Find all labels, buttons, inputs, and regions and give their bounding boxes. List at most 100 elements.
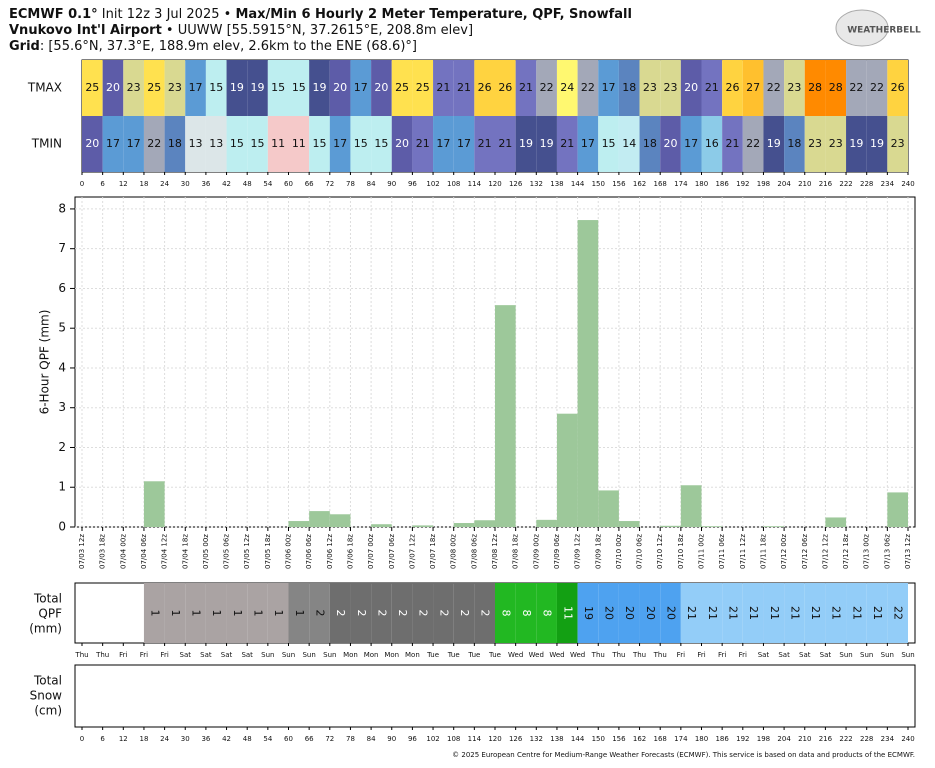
temp-value: 17 [602,81,616,94]
total-qpf-cell [887,583,908,643]
temp-cell [660,116,681,172]
hour-tick-label: 126 [509,735,523,743]
temp-cell [82,116,103,172]
total-qpf-value: 21 [809,606,822,620]
temp-cell [598,116,619,172]
temp-value: 23 [829,137,843,150]
day-label: Sat [221,651,233,659]
bar [495,305,516,527]
day-label: Sat [180,651,192,659]
total-qpf-label: QPF [38,607,62,621]
temp-value: 11 [271,137,285,150]
day-label: Fri [140,651,148,659]
total-qpf-value: 2 [355,610,368,617]
x-tick-label: 07/07 00z [367,534,375,569]
temp-value: 21 [436,81,450,94]
bar [329,514,351,527]
hour-tick-label: 150 [592,735,605,743]
total-qpf-cell [804,583,826,643]
hour-tick-label: 198 [757,735,770,743]
temp-value: 26 [725,81,739,94]
x-tick-label: 07/09 00z [532,534,540,569]
y-tick-label: 2 [58,440,66,454]
bar [680,485,702,527]
temp-cell [660,60,681,116]
hour-tick-label: 102 [426,735,439,743]
total-qpf-value: 2 [437,610,450,617]
temp-value: 20 [333,81,347,94]
temp-cell [556,116,578,172]
total-qpf-value: 21 [747,606,760,620]
temp-value: 20 [684,81,698,94]
total-qpf-value: 1 [210,610,223,617]
total-qpf-value: 21 [685,606,698,620]
hour-tick-label: 120 [488,180,501,188]
hour-tick-label: 156 [612,180,626,188]
temp-value: 11 [292,137,306,150]
temp-cell [164,60,186,116]
temp-value: 22 [767,81,781,94]
hour-tick-label: 18 [139,180,148,188]
temp-cell [784,60,805,116]
hour-tick-label: 48 [243,735,252,743]
hour-tick-label: 90 [387,180,396,188]
temp-cell [495,116,516,172]
hour-tick-label: 66 [305,180,314,188]
day-label: Thu [632,651,646,659]
temp-value: 26 [478,81,492,94]
bar [453,523,475,527]
hour-tick-label: 204 [777,735,791,743]
temp-cell [618,116,640,172]
hour-tick-label: 72 [325,735,334,743]
product: Max/Min 6 Hourly 2 Meter Temperature, QP… [235,7,632,22]
x-tick-label: 07/04 06z [140,534,148,569]
total-qpf-value: 1 [190,610,203,617]
temp-value: 21 [478,137,492,150]
total-qpf-cell [866,583,888,643]
temp-cell [82,60,103,116]
day-label: Fri [160,651,168,659]
bar [577,220,599,527]
temp-cell [515,116,537,172]
hour-tick-label: 174 [674,735,688,743]
total-qpf-cell [577,583,599,643]
temp-value: 15 [374,137,388,150]
init: Init 12z 3 Jul 2025 • [98,7,236,22]
day-label: Sun [881,651,894,659]
temp-value: 15 [230,137,244,150]
hour-tick-label: 162 [633,735,646,743]
total-qpf-cell [722,583,743,643]
temp-cell [309,116,330,172]
total-qpf-value: 2 [417,610,430,617]
temp-cell [680,116,702,172]
total-qpf-cell [288,583,310,643]
title-line: ECMWF 0.1° Init 12z 3 Jul 2025 • Max/Min… [9,7,632,22]
day-label: Sat [758,651,770,659]
temp-cell [205,60,227,116]
total-qpf-cell [660,583,681,643]
logo-mark [835,9,889,47]
hour-tick-label: 108 [447,735,460,743]
temp-cell [247,60,268,116]
temp-cell [288,116,310,172]
temp-value: 15 [292,81,306,94]
temp-cell [536,60,557,116]
hour-tick-label: 222 [839,180,852,188]
bar [288,521,310,527]
x-tick-label: 07/06 00z [285,534,293,569]
hour-tick-label: 234 [881,735,895,743]
logo: WEATHERBELL [847,26,921,36]
y-tick-label: 6 [58,281,66,295]
bar [763,526,785,527]
total-qpf-value: 21 [788,606,801,620]
temp-value: 21 [725,137,739,150]
total-qpf-value: 1 [169,610,182,617]
hour-tick-label: 0 [80,180,84,188]
hour-tick-label: 12 [119,735,128,743]
y-tick-label: 1 [58,480,66,494]
temp-cell [185,116,206,172]
day-label: Fri [739,651,747,659]
temp-cell [329,116,351,172]
temp-cell [722,60,743,116]
hour-tick-label: 210 [798,735,811,743]
